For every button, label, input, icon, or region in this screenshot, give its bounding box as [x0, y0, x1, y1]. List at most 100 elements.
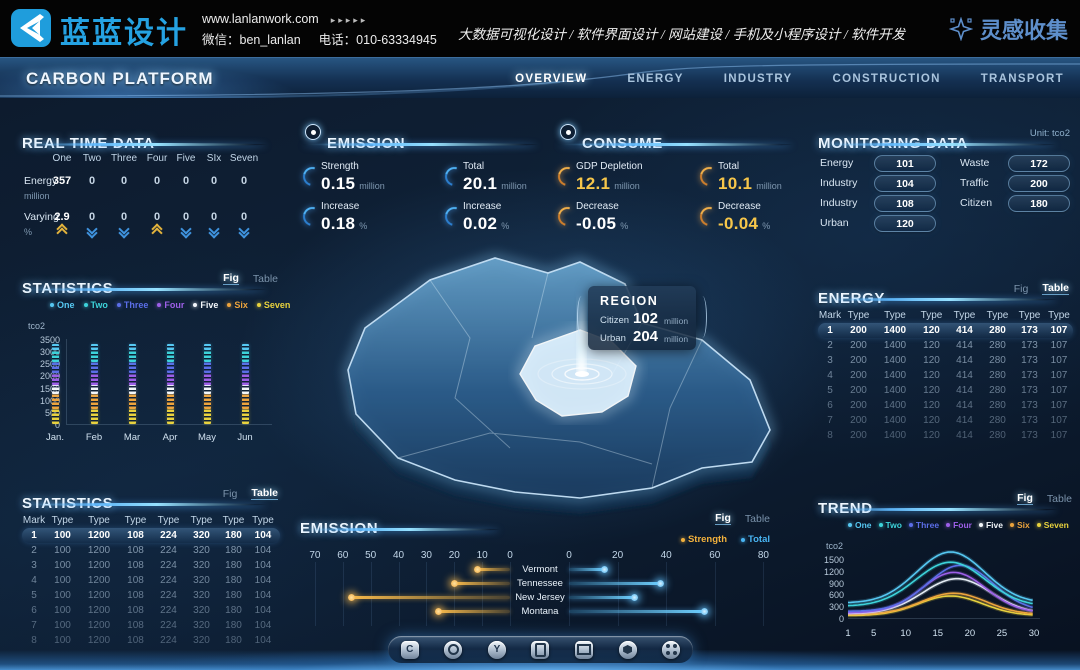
hex-c-icon[interactable]: C	[400, 640, 419, 659]
bar-segment-five[interactable]	[241, 385, 249, 394]
bar-segment-one[interactable]	[241, 343, 249, 350]
bar-segment-two[interactable]	[128, 349, 136, 363]
bar-segment-seven[interactable]	[128, 409, 136, 424]
bar-segment-six[interactable]	[166, 393, 174, 410]
website-link[interactable]: www.lanlanwork.com	[202, 12, 319, 26]
table-toggle[interactable]: Table	[744, 512, 770, 525]
gear-icon[interactable]	[444, 640, 463, 659]
bar-segment-seven[interactable]	[166, 409, 174, 424]
bar-segment-two[interactable]	[90, 349, 98, 363]
strength-bar[interactable]	[437, 610, 510, 613]
energy-table-row[interactable]: 3 200 1400 120 414 280 173 107	[818, 353, 1073, 368]
bar-segment-seven[interactable]	[90, 409, 98, 424]
legend-item-four[interactable]: Four	[157, 300, 184, 310]
statistics-table-row[interactable]: 5 100 1200 108 224 320 180 104	[22, 588, 280, 603]
legend-item-two[interactable]: Two	[878, 520, 902, 530]
bar-segment-five[interactable]	[166, 385, 174, 394]
bar-segment-four[interactable]	[51, 373, 59, 386]
legend-item-one[interactable]: One	[50, 300, 75, 310]
bar-segment-two[interactable]	[51, 349, 59, 363]
legend-item-one[interactable]: One	[848, 520, 872, 530]
territory-map[interactable]	[280, 218, 800, 528]
legend-item-five[interactable]: Five	[978, 520, 1003, 530]
inspiration-collect[interactable]: 灵感收集	[948, 13, 1068, 45]
bar-segment-one[interactable]	[90, 343, 98, 350]
statistics-table-row[interactable]: 2 100 1200 108 224 320 180 104	[22, 543, 280, 558]
bar-segment-five[interactable]	[203, 385, 211, 394]
bar-segment-six[interactable]	[51, 393, 59, 410]
strength-bar[interactable]	[351, 596, 510, 599]
bar-segment-one[interactable]	[128, 343, 136, 350]
legend-item-six[interactable]: Six	[227, 300, 248, 310]
bar-segment-one[interactable]	[166, 343, 174, 350]
legend-item-seven[interactable]: Seven	[256, 300, 290, 310]
bar-segment-two[interactable]	[203, 349, 211, 363]
nav-tab-transport[interactable]: TRANSPORT	[980, 72, 1064, 85]
bar-segment-six[interactable]	[128, 393, 136, 410]
bar-segment-three[interactable]	[51, 362, 59, 373]
table-toggle[interactable]: Table	[1042, 282, 1069, 295]
fig-toggle[interactable]: Fig	[223, 272, 239, 285]
bar-segment-five[interactable]	[51, 385, 59, 394]
bar-segment-three[interactable]	[166, 362, 174, 373]
total-bar[interactable]	[569, 582, 662, 585]
strength-bar[interactable]	[454, 582, 510, 585]
bar-segment-three[interactable]	[128, 362, 136, 373]
bar-segment-four[interactable]	[166, 373, 174, 386]
bar-segment-seven[interactable]	[51, 409, 59, 424]
nav-tab-overview[interactable]: OVERVIEW	[515, 72, 588, 85]
legend-item-two[interactable]: Two	[83, 300, 108, 310]
legend-item-six[interactable]: Six	[1009, 520, 1030, 530]
energy-table-row[interactable]: 6 200 1400 120 414 280 173 107	[818, 398, 1073, 413]
bar-segment-four[interactable]	[203, 373, 211, 386]
table-toggle[interactable]: Table	[1046, 492, 1072, 505]
apps-grid-icon[interactable]	[662, 640, 681, 659]
statistics-table-row[interactable]: 4 100 1200 108 224 320 180 104	[22, 573, 280, 588]
legend-item-seven[interactable]: Seven	[1036, 520, 1069, 530]
bar-segment-six[interactable]	[90, 393, 98, 410]
bar-segment-five[interactable]	[90, 385, 98, 394]
fig-toggle[interactable]: Fig	[1017, 492, 1033, 505]
bar-segment-seven[interactable]	[241, 409, 249, 424]
energy-table-row[interactable]: 2 200 1400 120 414 280 173 107	[818, 338, 1073, 353]
strength-bar[interactable]	[476, 568, 510, 571]
monitor-icon[interactable]	[575, 640, 594, 659]
bar-segment-six[interactable]	[203, 393, 211, 410]
energy-table-row[interactable]: 1 200 1400 120 414 280 173 107	[818, 323, 1073, 338]
energy-table-row[interactable]: 5 200 1400 120 414 280 173 107	[818, 383, 1073, 398]
table-toggle[interactable]: Table	[252, 272, 278, 285]
bar-segment-four[interactable]	[90, 373, 98, 386]
statistics-table-row[interactable]: 6 100 1200 108 224 320 180 104	[22, 603, 280, 618]
statistics-table-row[interactable]: 8 100 1200 108 224 320 180 104	[22, 633, 280, 648]
bar-segment-three[interactable]	[90, 362, 98, 373]
bar-segment-four[interactable]	[241, 373, 249, 386]
nut-icon[interactable]	[618, 640, 637, 659]
legend-item-four[interactable]: Four	[946, 520, 972, 530]
total-bar[interactable]	[569, 568, 606, 571]
legend-item-three[interactable]: Three	[908, 520, 939, 530]
energy-table-row[interactable]: 7 200 1400 120 414 280 173 107	[818, 413, 1073, 428]
bar-segment-five[interactable]	[128, 385, 136, 394]
bar-segment-two[interactable]	[241, 349, 249, 363]
bar-segment-four[interactable]	[128, 373, 136, 386]
bar-segment-seven[interactable]	[203, 409, 211, 424]
bar-segment-three[interactable]	[203, 362, 211, 373]
nav-tab-energy[interactable]: ENERGY	[627, 72, 684, 85]
total-bar[interactable]	[569, 610, 706, 613]
legend-item-total[interactable]: Total	[741, 534, 770, 545]
charging-station-icon[interactable]	[531, 640, 550, 659]
fig-toggle[interactable]: Fig	[715, 512, 731, 525]
legend-item-five[interactable]: Five	[193, 300, 218, 310]
table-toggle[interactable]: Table	[251, 487, 278, 500]
statistics-table-row[interactable]: 3 100 1200 108 224 320 180 104	[22, 558, 280, 573]
region-popup[interactable]: REGION Citizen 102 million Urban 204 mil…	[577, 286, 707, 350]
bar-segment-one[interactable]	[203, 343, 211, 350]
bar-segment-two[interactable]	[166, 349, 174, 363]
statistics-table-row[interactable]: 7 100 1200 108 224 320 180 104	[22, 618, 280, 633]
energy-table-row[interactable]: 4 200 1400 120 414 280 173 107	[818, 368, 1073, 383]
legend-item-strength[interactable]: Strength	[680, 534, 727, 545]
bar-segment-three[interactable]	[241, 362, 249, 373]
total-bar[interactable]	[569, 596, 635, 599]
circle-y-icon[interactable]: Y	[487, 640, 506, 659]
fig-toggle[interactable]: Fig	[222, 487, 238, 500]
